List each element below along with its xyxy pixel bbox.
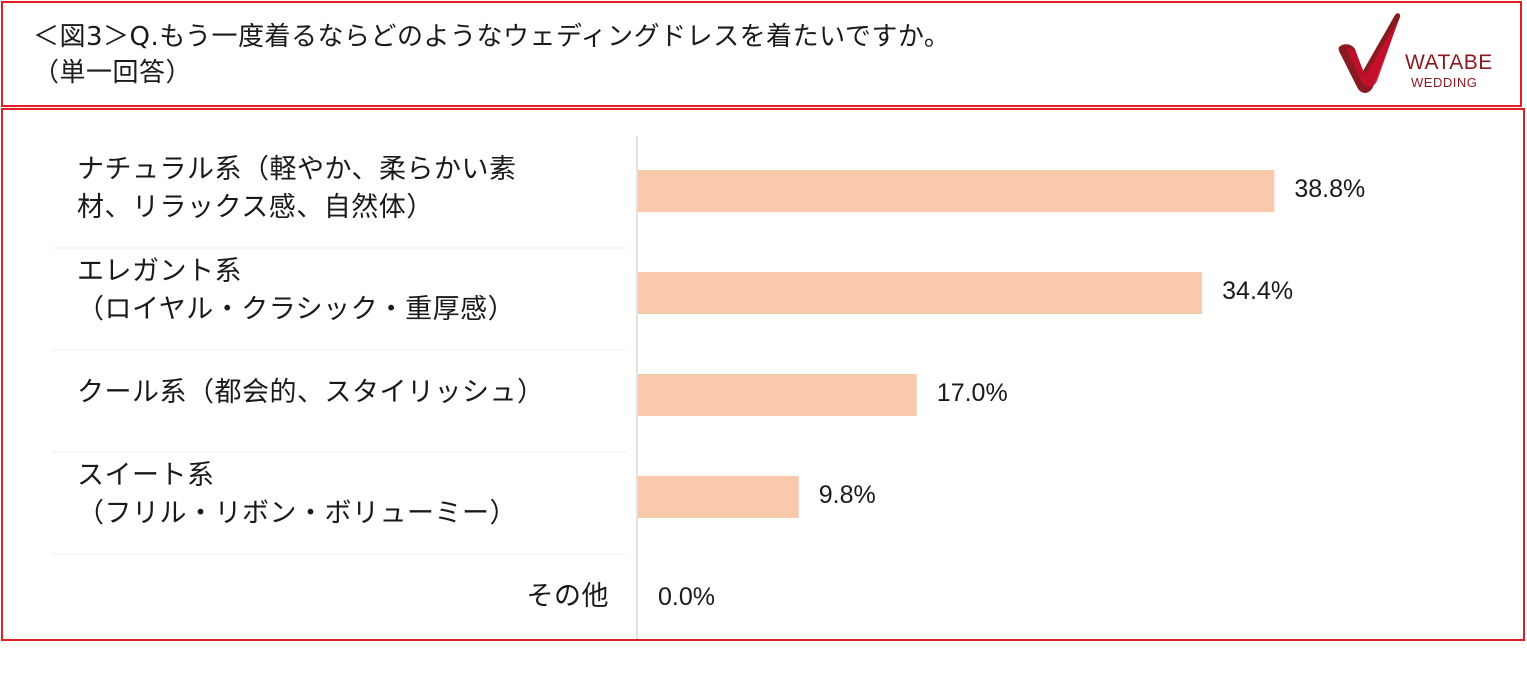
chart-panel: 38.8% ナチュラル系（軽やか、柔らかい素 材、リラックス感、自然体） 34.4%…: [1, 108, 1525, 641]
bar-1: [638, 272, 1203, 314]
question-header: ＜図3＞Q.もう一度着るならどのようなウェディングドレスを着たいですか。 （単一…: [1, 1, 1522, 107]
bar-0: [638, 170, 1275, 212]
value-label-4: 0.0%: [658, 583, 715, 611]
bar-chart: [51, 136, 1275, 639]
category-label-2: クール系（都会的、スタイリッシュ）: [77, 377, 545, 408]
logo-text-watabe: WATABE: [1405, 51, 1493, 74]
bar-3: [638, 476, 799, 518]
logo-text-wedding: WEDDING: [1411, 75, 1478, 90]
watabe-wedding-logo: WATABE WEDDING: [1333, 9, 1518, 99]
category-label-3: スイート系 （フリル・リボン・ボリューミー）: [77, 460, 517, 529]
value-label-1: 34.4%: [1222, 277, 1294, 305]
watabe-check-logo-icon: [1338, 13, 1401, 93]
question-title: ＜図3＞Q.もう一度着るならどのようなウェディングドレスを着たいですか。 （単一…: [33, 22, 951, 88]
value-label-3: 9.8%: [818, 481, 876, 509]
value-label-0: 38.8%: [1294, 175, 1366, 203]
category-label-4: その他: [526, 581, 609, 612]
value-label-2: 17.0%: [936, 379, 1008, 407]
category-label-1: エレガント系 （ロイヤル・クラシック・重厚感）: [77, 256, 516, 325]
bar-2: [638, 374, 917, 416]
category-label-0: ナチュラル系（軽やか、柔らかい素 材、リラックス感、自然体）: [77, 154, 517, 223]
